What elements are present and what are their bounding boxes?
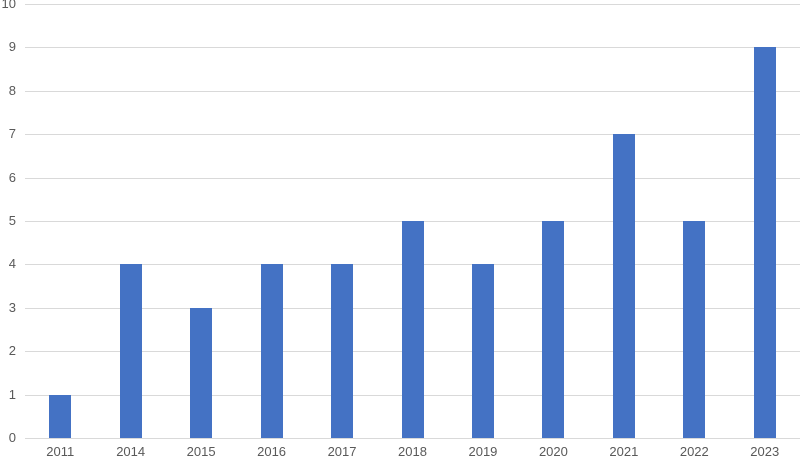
x-tick-label: 2011 bbox=[46, 444, 75, 459]
bar-2014 bbox=[119, 264, 142, 438]
x-tick-label: 2023 bbox=[750, 444, 780, 459]
bar-2020 bbox=[542, 221, 565, 438]
y-tick-label: 1 bbox=[8, 386, 16, 402]
x-tick-label: 2016 bbox=[257, 444, 287, 459]
x-tick-label: 2019 bbox=[468, 444, 498, 459]
x-tick-label: 2021 bbox=[609, 444, 639, 459]
gridline bbox=[25, 47, 800, 49]
y-tick-label: 4 bbox=[8, 256, 16, 272]
x-tick-label: 2014 bbox=[116, 444, 146, 459]
bar-2017 bbox=[331, 264, 354, 438]
bar-2018 bbox=[401, 221, 424, 438]
y-tick-label: 8 bbox=[8, 82, 16, 98]
x-tick-label: 2015 bbox=[186, 444, 216, 459]
bar-2022 bbox=[683, 221, 706, 438]
bar-2015 bbox=[190, 307, 213, 438]
y-tick-label: 10 bbox=[1, 0, 16, 11]
y-tick-label: 2 bbox=[8, 343, 16, 359]
bar-2021 bbox=[612, 134, 635, 438]
gridline bbox=[25, 134, 800, 136]
x-tick-label: 2017 bbox=[327, 444, 357, 459]
plot-area bbox=[25, 4, 800, 439]
y-tick-label: 6 bbox=[8, 169, 16, 185]
x-axis-line bbox=[25, 438, 800, 439]
y-tick-label: 9 bbox=[8, 39, 16, 55]
y-tick-label: 0 bbox=[8, 430, 16, 445]
bar-2019 bbox=[471, 264, 494, 438]
y-tick-label: 7 bbox=[8, 126, 16, 142]
bar-2023 bbox=[753, 47, 776, 438]
bar-2016 bbox=[260, 264, 283, 438]
gridline bbox=[25, 4, 800, 5]
y-tick-label: 3 bbox=[8, 299, 16, 315]
y-tick-label: 5 bbox=[8, 213, 16, 228]
gridline bbox=[25, 90, 800, 92]
x-tick-label: 2022 bbox=[679, 444, 709, 459]
gridline bbox=[25, 177, 800, 179]
x-tick-label: 2018 bbox=[398, 444, 427, 459]
bar-2011 bbox=[49, 394, 72, 438]
x-tick-label: 2020 bbox=[538, 444, 568, 459]
